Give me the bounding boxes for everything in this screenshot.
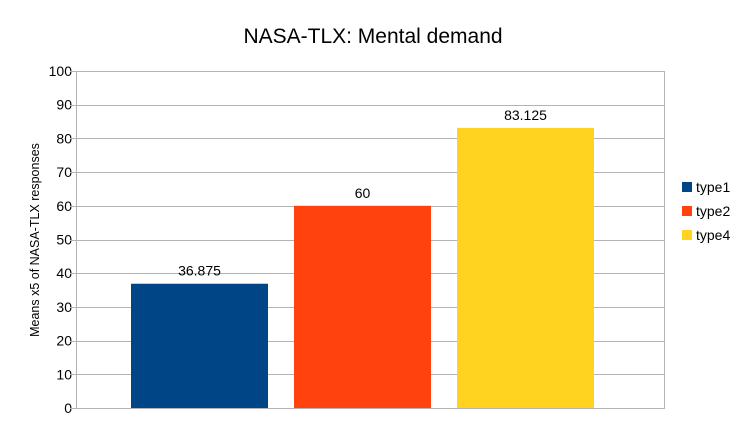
bar-type4 xyxy=(457,127,594,409)
legend-swatch-type2 xyxy=(682,206,692,216)
legend-label-type4: type4 xyxy=(696,227,730,243)
y-tick-label: 40 xyxy=(56,265,72,281)
bars xyxy=(131,127,594,409)
y-tick-label: 20 xyxy=(56,333,72,349)
y-tick-label: 50 xyxy=(56,232,72,248)
legend-swatch-type1 xyxy=(682,182,692,192)
y-tick-label: 30 xyxy=(56,299,72,315)
y-tick-label: 60 xyxy=(56,198,72,214)
legend-swatch-type4 xyxy=(682,230,692,240)
data-label-type4: 83.125 xyxy=(504,107,547,123)
bar-type1 xyxy=(131,283,268,408)
y-tick-label: 70 xyxy=(56,164,72,180)
data-label-type1: 36.875 xyxy=(178,263,221,279)
y-axis-tick-labels: 0 10 20 30 40 50 60 70 80 90 100 xyxy=(49,63,73,416)
chart-title: NASA-TLX: Mental demand xyxy=(243,25,502,48)
y-tick-label: 80 xyxy=(56,130,72,146)
y-tick-label: 90 xyxy=(56,97,72,113)
y-tick-label: 10 xyxy=(56,366,72,382)
legend-label-type1: type1 xyxy=(696,179,730,195)
axes xyxy=(70,71,665,409)
y-tick-label: 100 xyxy=(49,63,73,79)
y-axis-title: Means x5 of NASA-TLX responses xyxy=(28,143,42,337)
legend: type1 type2 type4 xyxy=(682,179,730,243)
data-labels: 36.875 60 83.125 xyxy=(178,107,547,279)
y-tick-label: 0 xyxy=(64,400,72,416)
bar-type2 xyxy=(294,205,431,408)
data-label-type2: 60 xyxy=(355,185,371,201)
legend-label-type2: type2 xyxy=(696,203,730,219)
